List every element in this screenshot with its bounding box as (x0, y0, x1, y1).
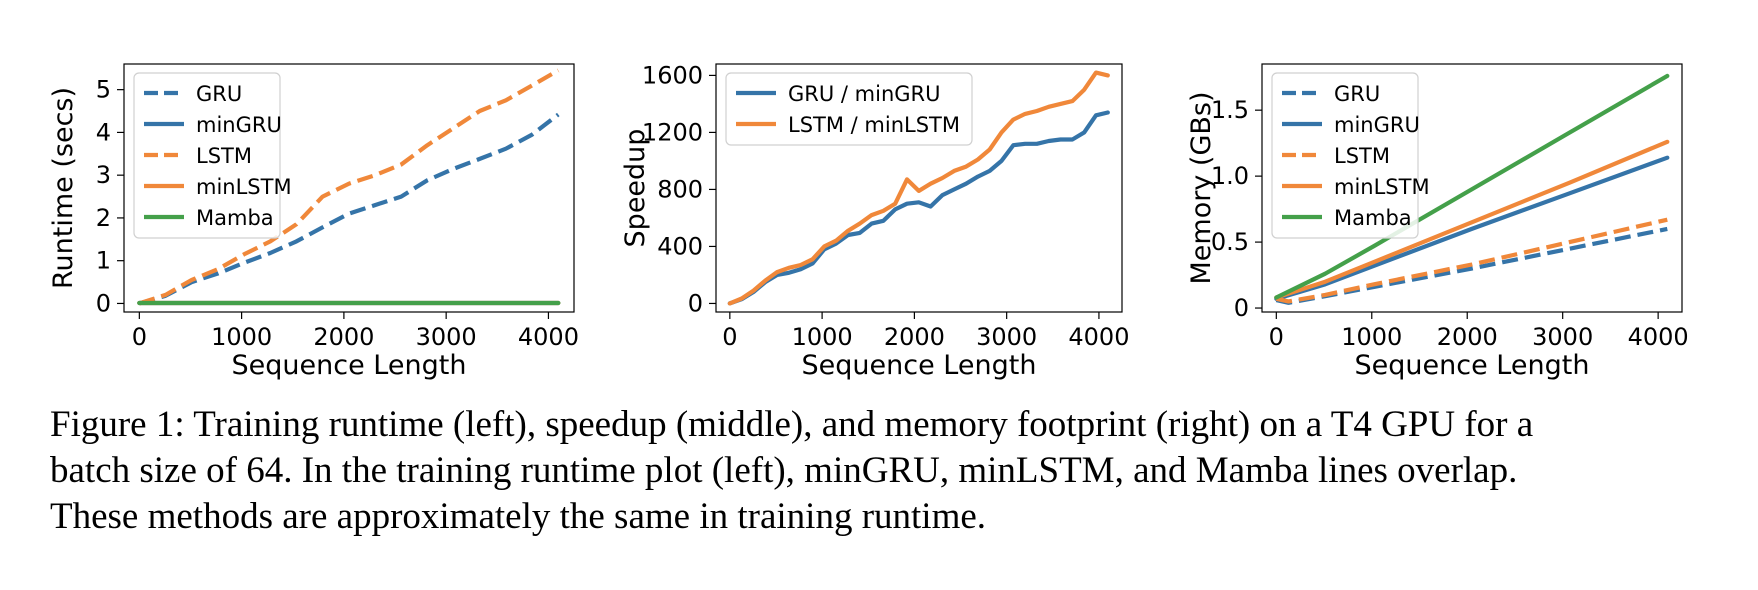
legend-label: GRU (196, 82, 242, 106)
x-tick-label: 2000 (884, 323, 945, 351)
y-tick-label: 0 (1234, 294, 1249, 322)
y-tick-label: 1.0 (1211, 162, 1249, 190)
x-tick-label: 1000 (1341, 323, 1402, 351)
plot-frame (123, 63, 575, 313)
series-line-mamba (1274, 73, 1670, 300)
chart-memory: 0 1000 2000 3000 4000 0 0.5 1.0 1.5 Sequence Leng… (1186, 63, 1689, 380)
x-tick-label: 4000 (1628, 323, 1689, 351)
y-tick-label: 400 (657, 232, 703, 260)
legend-label: minLSTM (1334, 175, 1430, 199)
y-tick-label: 1200 (642, 118, 703, 146)
caption-line-3: These methods are approximately the same… (50, 496, 987, 537)
figure: 0 1000 2000 3000 4000 0 1 2 3 4 5 Sequence Length Ru… (48, 61, 1689, 380)
series-line-lstm (138, 68, 560, 306)
chart-runtime: 0 1000 2000 3000 4000 0 1 2 3 4 5 Sequence Length Ru… (48, 63, 579, 380)
legend-label: LSTM / minLSTM (788, 113, 960, 137)
y-axis-label: Memory (GBs) (1186, 92, 1217, 285)
legend-label: Mamba (196, 206, 274, 230)
x-axis-label: Sequence Length (1355, 350, 1590, 380)
y-tick-label: 5 (96, 76, 111, 104)
x-tick-label: 3000 (1532, 323, 1593, 351)
x-tick-label: 4000 (518, 323, 579, 351)
x-tick-label: 1000 (792, 323, 853, 351)
series-line-mingru (1274, 155, 1670, 301)
y-tick-label: 0.5 (1211, 228, 1249, 256)
y-tick-label: 2 (96, 204, 111, 232)
legend-box (725, 72, 973, 146)
y-axis-label: Speedup (620, 129, 651, 248)
y-axis-label: Runtime (secs) (48, 87, 79, 289)
legend-label: GRU (1334, 82, 1380, 106)
figure-caption: Figure 1: Training runtime (left), speed… (50, 402, 1720, 540)
legend: GRU / minGRU LSTM / minLSTM (725, 72, 973, 146)
x-axis-label: Sequence Length (802, 350, 1037, 380)
x-tick-label: 0 (1269, 323, 1284, 351)
y-tick-label: 3 (96, 161, 111, 189)
legend-label: minLSTM (196, 175, 292, 199)
legend-box (133, 72, 281, 239)
legend-label: Mamba (1334, 206, 1412, 230)
x-tick-label: 1000 (211, 323, 272, 351)
x-tick-label: 2000 (313, 323, 374, 351)
caption-line-2: batch size of 64. In the training runtim… (50, 450, 1518, 491)
x-tick-label: 2000 (1437, 323, 1498, 351)
series-line-gru (138, 112, 560, 306)
legend: GRU minGRU LSTM minLSTM Mamba (133, 72, 292, 239)
series-line-minlstm (1274, 139, 1670, 300)
legend: GRU minGRU LSTM minLSTM Mamba (1271, 72, 1430, 239)
legend-label: minGRU (196, 113, 282, 137)
y-tick-label: 1600 (642, 61, 703, 89)
x-tick-label: 3000 (416, 323, 477, 351)
x-tick-label: 3000 (976, 323, 1037, 351)
y-tick-label: 4 (96, 118, 111, 146)
legend-label: LSTM (196, 144, 252, 168)
series-line-lstm (1275, 217, 1668, 304)
x-tick-label: 0 (132, 323, 147, 351)
legend-label: LSTM (1334, 144, 1390, 168)
series-line-gru-mingru (727, 110, 1110, 306)
x-tick-label: 0 (722, 323, 737, 351)
y-tick-label: 800 (657, 175, 703, 203)
x-axis-label: Sequence Length (232, 350, 467, 380)
plot-frame (715, 63, 1123, 313)
caption-line-1: Figure 1: Training runtime (left), speed… (50, 404, 1534, 445)
chart-speedup: 0 1000 2000 3000 4000 0 400 800 1200 1600 Sequence… (620, 61, 1129, 380)
y-tick-label: 1 (96, 247, 111, 275)
series-line-lstm-minlstm (727, 70, 1110, 306)
plot-frame (1261, 63, 1683, 313)
legend-label: minGRU (1334, 113, 1420, 137)
y-tick-label: 1.5 (1211, 96, 1249, 124)
legend-box (1271, 72, 1419, 239)
legend-label: GRU / minGRU (788, 82, 941, 106)
y-tick-label: 0 (688, 289, 703, 317)
x-tick-label: 4000 (1068, 323, 1129, 351)
y-tick-label: 0 (96, 289, 111, 317)
